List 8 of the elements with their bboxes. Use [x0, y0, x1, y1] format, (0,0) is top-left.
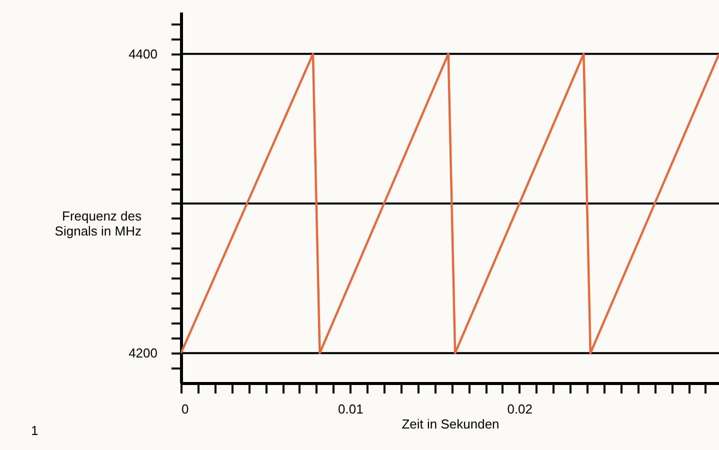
text: 1	[31, 423, 38, 438]
x-tick-label: 0.01	[338, 402, 364, 416]
y-tick-label: 4200	[128, 346, 158, 361]
y-tick-label: 4400	[128, 46, 158, 62]
x-tick-label: 0	[182, 402, 189, 416]
x-tick-label: 0.02	[507, 402, 533, 416]
y-axis-title: Frequenz des Signals in MHz	[54, 208, 142, 239]
x-axis-title: Zeit in Sekunden	[402, 416, 500, 432]
